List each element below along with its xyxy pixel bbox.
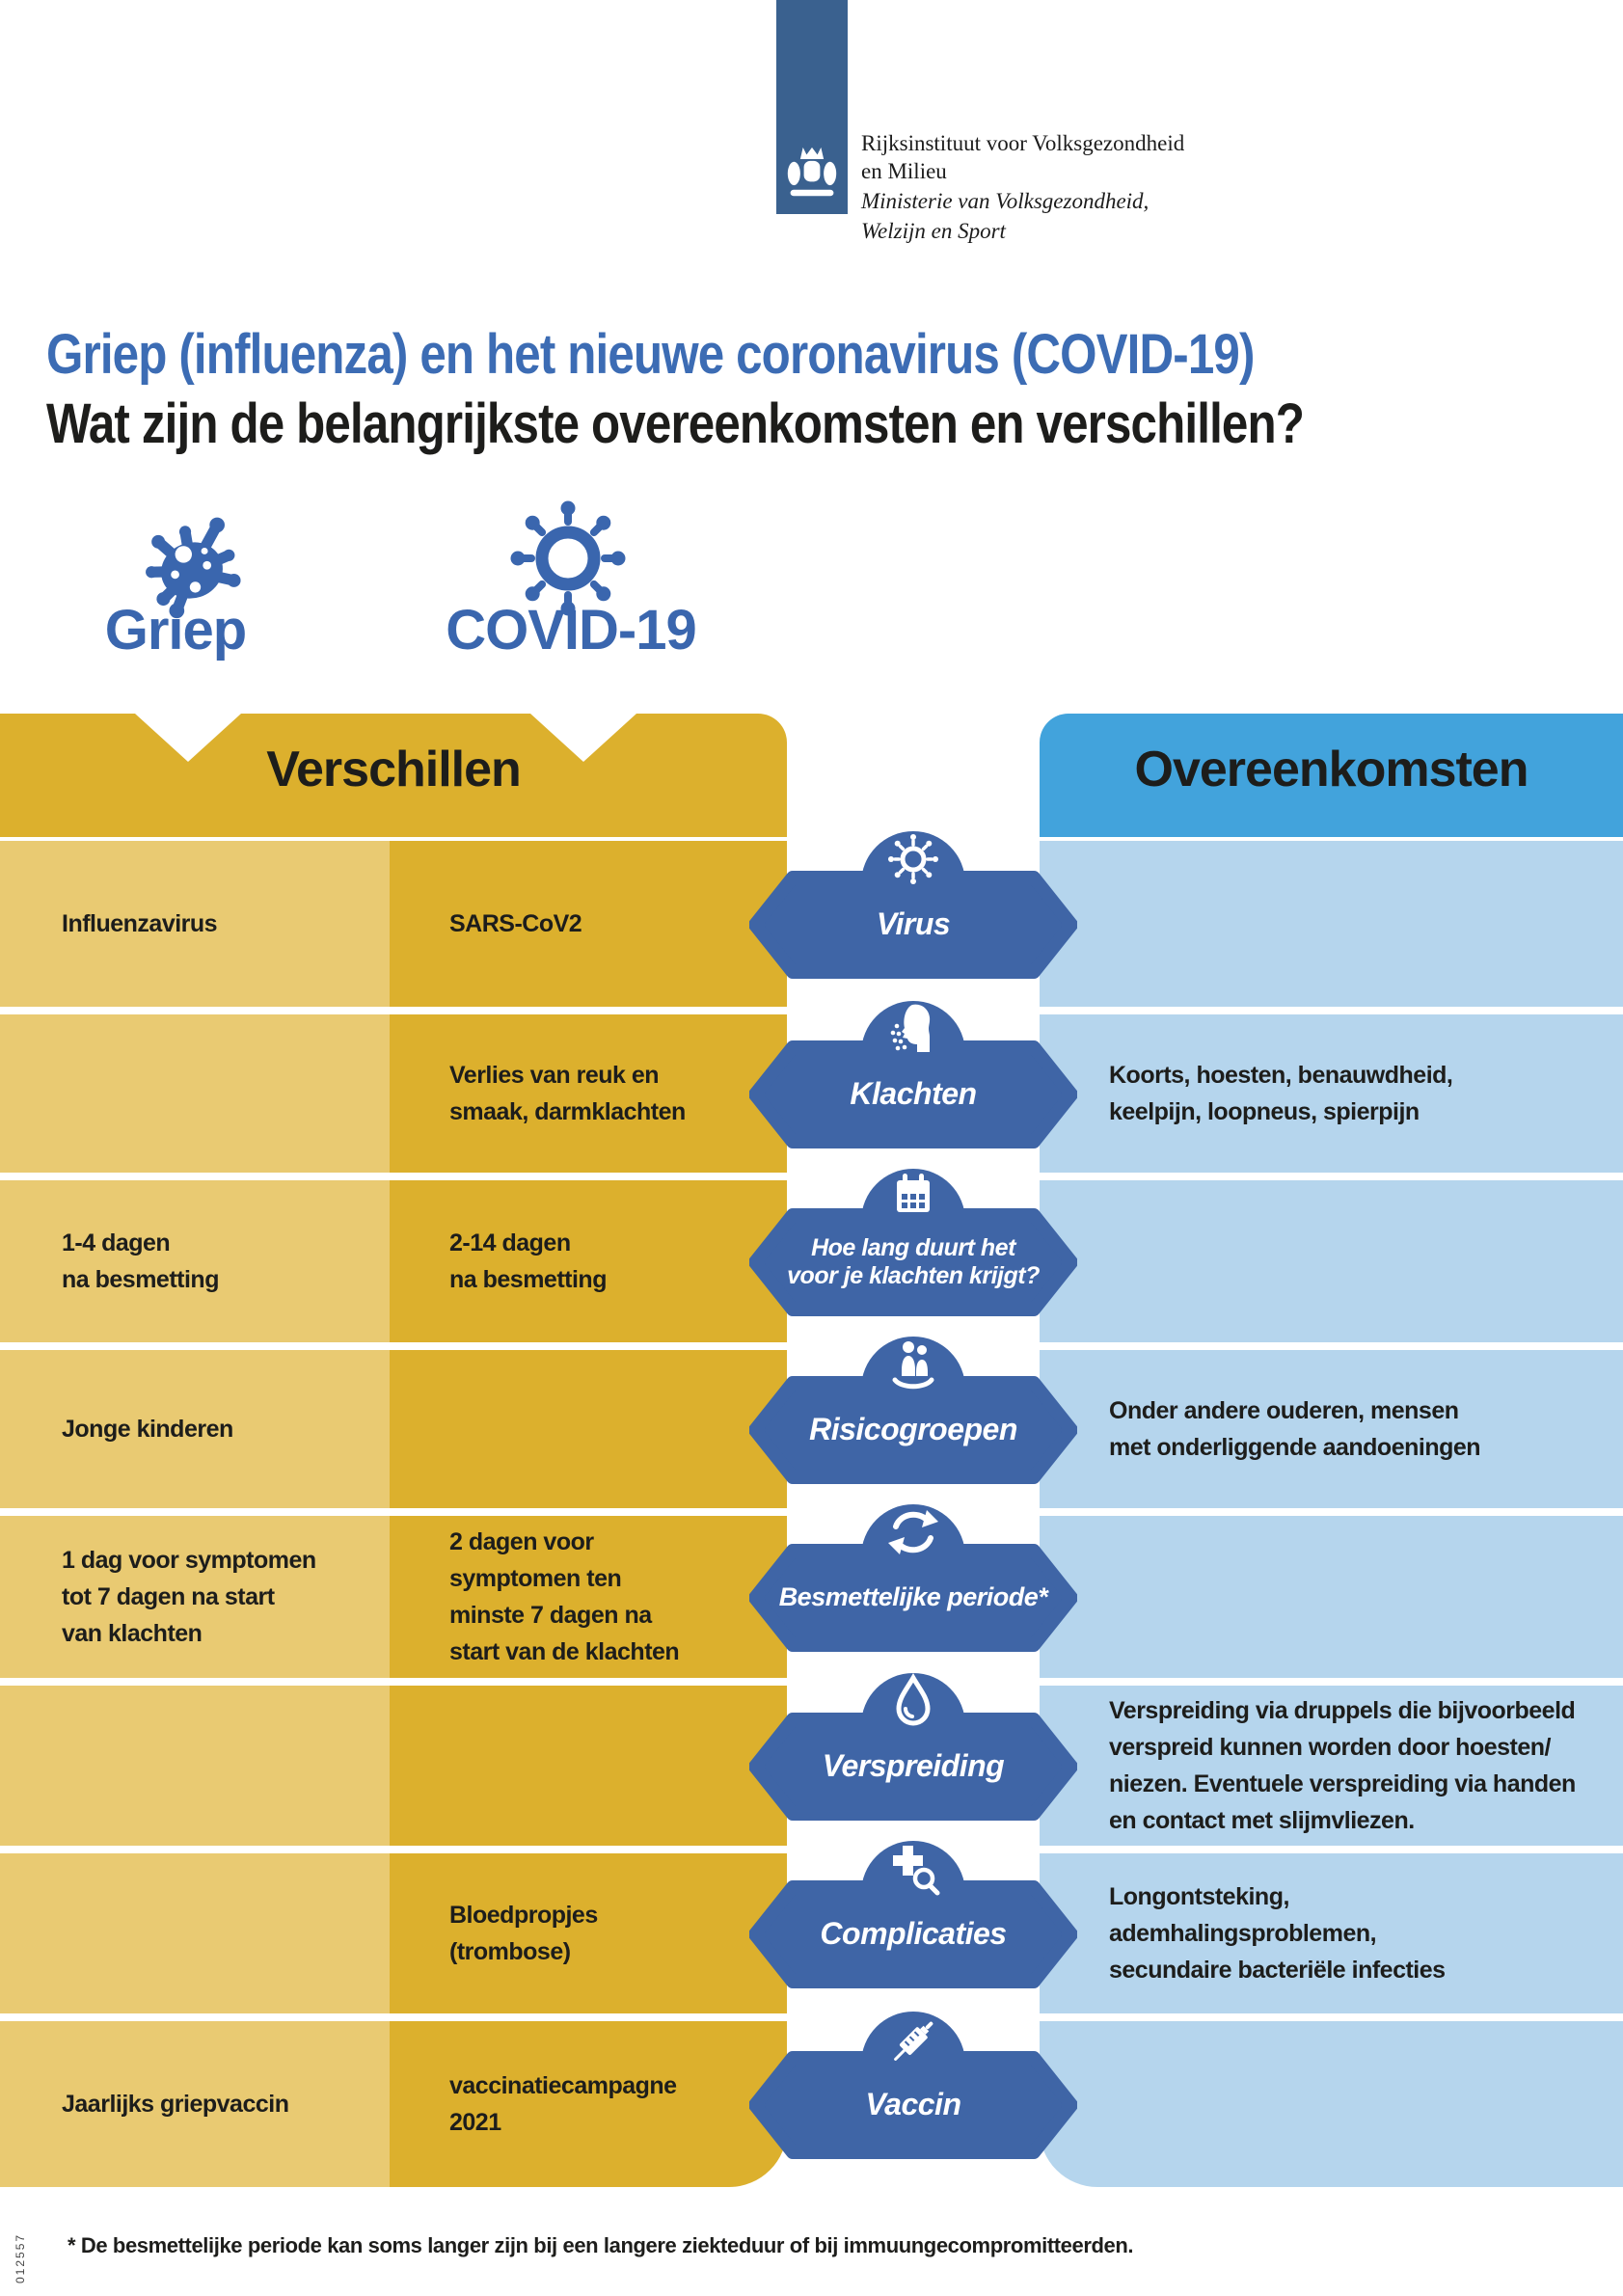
griep-pointer-notch (135, 714, 241, 762)
covid-pointer-notch (530, 714, 636, 762)
badge-risicogroepen: Risicogroepen (749, 1328, 1077, 1497)
badge-shape (749, 2012, 1077, 2159)
badge-label: Virus (876, 906, 951, 942)
badge-label: Besmettelijke periode* (778, 1582, 1048, 1612)
rivm-logo-text: Rijksinstituut voor Volksgezondheid en M… (861, 129, 1184, 245)
table-row-complicaties: Bloedpropjes (trombose) Longontsteking, … (0, 1853, 1623, 2013)
page-title: Griep (influenza) en het nieuwe coronavi… (46, 323, 1255, 386)
cell-griep: Influenzavirus (0, 841, 390, 1007)
org-name-line1: Rijksinstituut voor Volksgezondheid (861, 131, 1185, 155)
badge-shape (749, 1504, 1077, 1652)
ministry-line1: Ministerie van Volksgezondheid, (861, 189, 1150, 213)
calendar-icon (897, 1174, 930, 1212)
badge-virus: Virus (749, 823, 1077, 991)
cell-covid: vaccinatiecampagne 2021 (390, 2021, 787, 2187)
cell-griep: 1-4 dagen na besmetting (0, 1180, 390, 1342)
griep-virus-icon (146, 517, 241, 619)
badge-label: Risicogroepen (809, 1412, 1017, 1447)
covid-label: COVID-19 (446, 599, 697, 662)
cell-griep (0, 1853, 390, 2013)
differences-header: Verschillen (266, 742, 522, 797)
badge-klachten: Klachten (749, 992, 1077, 1161)
badge-duur: Hoe lang duurt het voor je klachten krij… (749, 1160, 1077, 1329)
table-row-vaccin: Jaarlijks griepvaccin vaccinatiecampagne… (0, 2021, 1623, 2187)
badge-label: Vaccin (865, 2087, 961, 2122)
cell-similarities (1040, 1180, 1623, 1342)
cell-covid: Bloedpropjes (trombose) (390, 1853, 787, 2013)
table-row-besmettelijke-periode: 1 dag voor symptomen tot 7 dagen na star… (0, 1516, 1623, 1678)
page-subtitle: Wat zijn de belangrijkste overeenkomsten… (46, 392, 1305, 455)
document-number: 012557 (14, 2232, 27, 2283)
logo-ribbon (776, 0, 848, 214)
table-row-risicogroepen: Jonge kinderen Onder andere ouderen, men… (0, 1350, 1623, 1508)
cell-similarities (1040, 1516, 1623, 1678)
cell-covid: 2 dagen voor symptomen ten minste 7 dage… (390, 1516, 787, 1678)
cell-griep (0, 1014, 390, 1173)
ministry-line2: Welzijn en Sport (861, 219, 1006, 243)
badge-label: Verspreiding (822, 1748, 1005, 1784)
syringe-icon (894, 2021, 933, 2061)
similarities-header-band: Overeenkomsten (1040, 714, 1623, 837)
badge-label: Klachten (850, 1076, 977, 1112)
differences-header-band: Verschillen (0, 714, 787, 837)
complications-icon (893, 1846, 940, 1896)
cycle-arrows-icon (888, 1510, 938, 1554)
cell-covid: Verlies van reuk en smaak, darmklachten (390, 1014, 787, 1173)
droplet-icon (896, 1673, 931, 1726)
badge-vaccin: Vaccin (749, 2003, 1077, 2172)
cell-griep: 1 dag voor symptomen tot 7 dagen na star… (0, 1516, 390, 1678)
table-row-duur: 1-4 dagen na besmetting 2-14 dagen na be… (0, 1180, 1623, 1342)
cell-covid (390, 1350, 787, 1508)
badge-shape (749, 1169, 1077, 1316)
badge-verspreiding: Verspreiding (749, 1664, 1077, 1833)
cell-griep (0, 1686, 390, 1846)
cell-covid (390, 1686, 787, 1846)
cell-covid: SARS-CoV2 (390, 841, 787, 1007)
badge-label: Complicaties (820, 1916, 1007, 1952)
cell-covid: 2-14 dagen na besmetting (390, 1180, 787, 1342)
similarities-header: Overeenkomsten (1134, 742, 1529, 797)
cell-similarities (1040, 841, 1623, 1007)
table-row-verspreiding: Verspreiding via druppels die bijvoorbee… (0, 1686, 1623, 1846)
cell-griep: Jaarlijks griepvaccin (0, 2021, 390, 2187)
badge-besmettelijke-periode: Besmettelijke periode* (749, 1496, 1077, 1664)
griep-label: Griep (104, 599, 248, 662)
badge-shape (749, 1001, 1077, 1148)
badge-label: Hoe lang duurt het voor je klachten krij… (787, 1233, 1040, 1290)
table-row-klachten: Verlies van reuk en smaak, darmklachten … (0, 1014, 1623, 1173)
cell-similarities: Longontsteking, ademhalingsproblemen, se… (1040, 1853, 1623, 2013)
table-row-virus: Influenzavirus SARS-CoV2 (0, 841, 1623, 1007)
virus-icon (888, 834, 938, 884)
cell-griep: Jonge kinderen (0, 1350, 390, 1508)
badge-shape (749, 1841, 1077, 1988)
sneeze-icon (890, 1004, 931, 1052)
footnote: * De besmettelijke periode kan soms lang… (68, 2233, 1134, 2257)
cell-similarities (1040, 2021, 1623, 2187)
badge-complicaties: Complicaties (749, 1832, 1077, 2001)
risk-group-icon (892, 1341, 934, 1390)
crest-icon (787, 147, 837, 197)
cell-similarities: Verspreiding via druppels die bijvoorbee… (1040, 1686, 1623, 1846)
org-name-line2: en Milieu (861, 159, 947, 183)
badge-shape (749, 831, 1077, 979)
cell-similarities: Onder andere ouderen, mensen met onderli… (1040, 1350, 1623, 1508)
cell-similarities: Koorts, hoesten, benauwdheid, keelpijn, … (1040, 1014, 1623, 1173)
covid-virus-icon (510, 500, 626, 616)
